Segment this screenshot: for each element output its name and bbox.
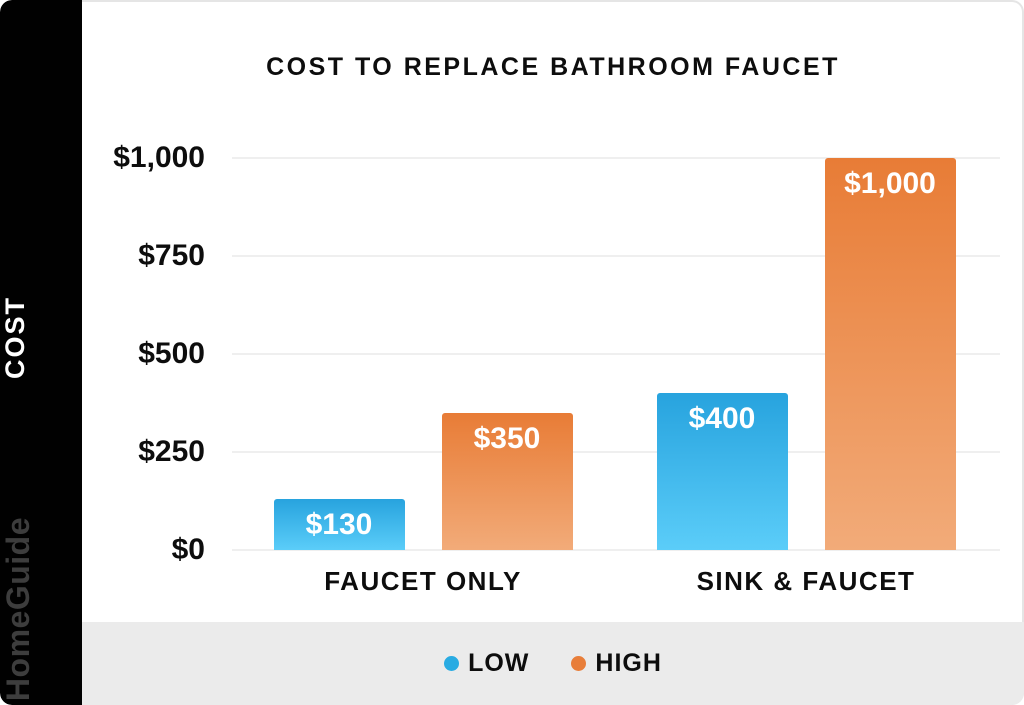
bar-value-label: $350 — [473, 421, 541, 455]
category-label: SINK & FAUCET — [696, 566, 916, 596]
y-tick-label: $0 — [171, 533, 205, 566]
y-tick-label: $500 — [138, 336, 205, 370]
bar-value-label: $400 — [688, 402, 756, 435]
y-axis-label: COST — [0, 296, 30, 380]
gridline — [232, 549, 1000, 551]
legend-bar: LOW HIGH — [82, 622, 1024, 705]
legend-item-high: HIGH — [571, 649, 662, 678]
chart-title: COST TO REPLACE BATHROOM FAUCET — [266, 53, 840, 81]
gridline — [232, 352, 1000, 355]
y-tick-label: $1,000 — [113, 140, 205, 174]
legend-label: HIGH — [595, 649, 662, 677]
brand-logo: HomeGuide — [0, 516, 36, 701]
gridline — [232, 450, 1000, 453]
legend-dot-icon — [571, 656, 587, 671]
gridline — [232, 254, 1000, 257]
legend-item-low: LOW — [444, 649, 529, 678]
y-tick-label: $250 — [138, 434, 205, 468]
y-tick-label: $750 — [138, 238, 205, 272]
bar-high-faucet-only: $350 — [441, 412, 573, 550]
category-label: FAUCET ONLY — [324, 566, 522, 596]
bar-high-sink-and-faucet: $1,000 — [824, 157, 956, 550]
bar-low-sink-and-faucet: $400 — [656, 393, 788, 550]
gridline — [232, 156, 1000, 159]
bar-value-label: $130 — [305, 507, 373, 541]
bar-low-faucet-only: $130 — [273, 498, 405, 550]
legend-label: LOW — [468, 649, 530, 677]
legend-dot-icon — [444, 656, 460, 671]
bar-value-label: $1,000 — [844, 166, 936, 200]
sidebar: COST HomeGuide — [0, 0, 82, 705]
